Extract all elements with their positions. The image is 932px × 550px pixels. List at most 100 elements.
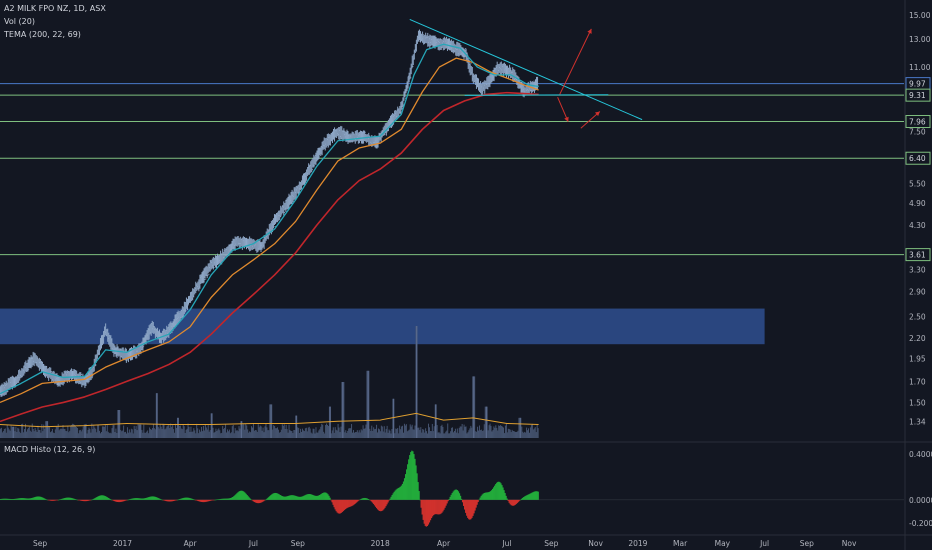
price-tick-label: 13.00 [909,35,931,44]
volume-bar [508,429,510,438]
volume-bar [158,428,160,438]
macd-bar [429,499,432,521]
volume-spike [367,370,369,438]
macd-bar [461,499,464,503]
macd-bar [222,498,224,500]
macd-bar [503,490,505,500]
macd-bar [148,497,150,500]
macd-bar [491,488,494,500]
volume-bar [150,429,152,438]
volume-bar [17,427,19,438]
legend-tema[interactable]: TEMA (200, 22, 69) [4,30,81,39]
volume-bar [226,429,228,438]
macd-bar [462,499,465,506]
macd-bar [515,499,518,504]
macd-bar [44,498,46,500]
level-label: 9.97 [909,80,926,89]
macd-bar [301,496,303,500]
volume-bar [528,432,530,438]
volume-bar [492,430,494,438]
volume-bar [265,423,267,438]
volume-bar [71,424,73,438]
volume-bar [494,427,496,438]
volume-bar [280,429,282,438]
macd-bar [499,482,501,500]
macd-bar [474,499,476,511]
legend-symbol[interactable]: A2 MILK FPO NZ, 1D, ASX [4,4,106,13]
macd-bar [249,498,251,500]
macd-bar [479,497,481,500]
macd-bar [316,495,319,500]
macd-bar [198,499,201,502]
macd-bar [180,498,182,500]
macd-bar [349,499,351,507]
price-tick-label: 4.30 [909,221,926,230]
volume-bar [455,432,457,438]
volume-bar [495,425,497,438]
macd-bar [56,499,59,501]
volume-bar [171,427,173,438]
volume-spike [211,413,213,438]
volume-bar [261,430,263,438]
macd-bar [403,478,406,500]
volume-bar [123,425,125,438]
macd-bar [410,452,412,500]
volume-bar [308,426,310,438]
macd-bar [116,499,118,502]
macd-bar [91,499,93,501]
macd-bar [495,484,497,500]
price-tick-label: 1.70 [909,377,926,386]
macd-bar [41,497,43,500]
macd-bar [352,499,354,506]
legend-vol[interactable]: Vol (20) [4,17,35,26]
macd-bar [21,498,24,500]
volume-bar [20,433,22,438]
volume-bar [107,431,109,438]
macd-bar [197,499,200,502]
volume-bar [369,428,371,438]
macd-bar [392,493,394,500]
macd-bar [314,495,317,500]
volume-bar [196,423,198,438]
volume-bar [204,424,206,438]
volume-bar [331,430,333,438]
volume-bar [266,427,268,438]
macd-bar [279,495,281,500]
macd-bar [159,498,161,500]
macd-bar [137,498,140,500]
volume-bar [111,428,113,438]
time-tick-label: Sep [800,539,814,548]
macd-bar [534,491,536,500]
macd-bar [527,494,529,500]
volume-bar [254,429,256,438]
volume-bar [6,424,8,438]
volume-bar [104,424,106,438]
macd-bar [74,499,76,500]
macd-bar [200,499,203,502]
volume-bar [343,382,345,438]
macd-bar [78,499,81,501]
legend-macd[interactable]: MACD Histo (12, 26, 9) [4,445,96,454]
volume-bar [399,425,401,438]
macd-bar [59,499,61,501]
volume-bar [277,429,279,438]
volume-bar [327,424,329,438]
volume-bar [426,431,428,438]
volume-bar [166,426,168,438]
macd-bar [273,493,275,500]
macd-bar [123,499,125,502]
drawing-layer [409,18,643,129]
volume-bar [372,430,374,438]
macd-bar [401,483,404,500]
macd-bar [345,499,348,509]
macd-bar [478,499,480,501]
volume-bar [250,432,252,438]
volume-bar [487,430,489,438]
volume-bar [486,406,488,438]
volume-bar [316,432,318,438]
macd-bar [406,469,408,500]
macd-bar [131,498,133,500]
volume-bar [76,427,78,438]
macd-bar [276,493,278,500]
